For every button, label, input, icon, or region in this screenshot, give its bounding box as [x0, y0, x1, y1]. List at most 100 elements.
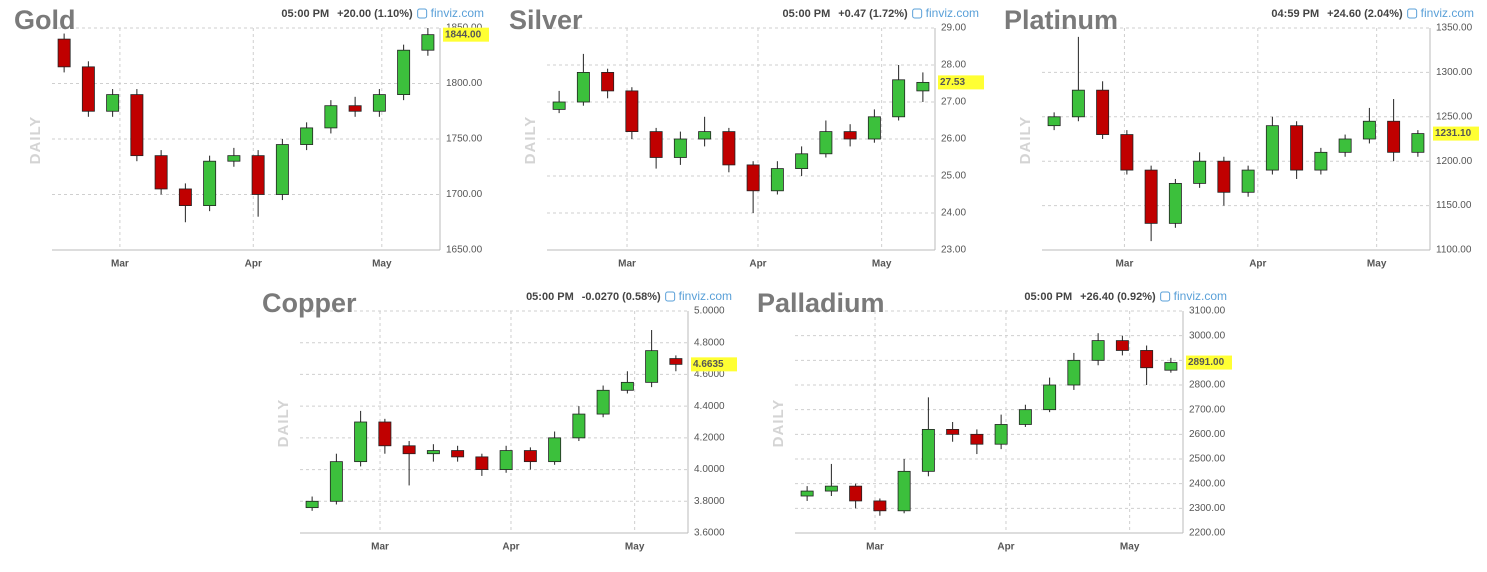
y-tick-label: 4.4000	[694, 401, 725, 412]
x-tick-label: May	[625, 542, 645, 553]
candle-body	[892, 79, 906, 118]
y-tick-label: 1300.00	[1436, 67, 1473, 78]
candle-body	[596, 389, 610, 415]
axis-label: DAILY	[1017, 116, 1034, 165]
x-tick-label: Mar	[866, 542, 884, 553]
x-tick-label: May	[872, 259, 892, 270]
y-tick-label: 1250.00	[1436, 111, 1473, 122]
candle-body	[354, 421, 368, 463]
y-tick-label: 1650.00	[446, 245, 483, 256]
x-tick-label: May	[372, 259, 392, 270]
y-tick-label: 4.8000	[694, 337, 725, 348]
candle-body	[1071, 89, 1085, 118]
chart-title: Copper	[262, 288, 357, 318]
candle-body	[1043, 384, 1057, 411]
x-tick-label: Apr	[1249, 259, 1266, 270]
candle-body	[305, 500, 319, 509]
y-tick-label: 2300.00	[1189, 503, 1226, 514]
y-tick-label: 23.00	[941, 245, 966, 256]
candle-body	[397, 49, 411, 96]
candle-body	[819, 131, 833, 155]
axis-label: DAILY	[770, 399, 787, 448]
x-tick-label: Apr	[502, 542, 519, 553]
candle-body	[669, 358, 683, 365]
y-tick-label: 3.6000	[694, 528, 725, 539]
candle-body	[329, 461, 343, 502]
candle-body	[1120, 134, 1134, 171]
candle-body	[548, 437, 562, 463]
y-tick-label: 1150.00	[1436, 200, 1472, 211]
candle-body	[426, 450, 440, 455]
candle-body	[421, 34, 435, 51]
candle-body	[572, 413, 586, 439]
candle-body	[1067, 359, 1081, 386]
candle-body	[824, 485, 838, 492]
y-tick-label: 3000.00	[1189, 330, 1226, 341]
candle-body	[275, 144, 289, 195]
candle-body	[946, 428, 960, 435]
time: 05:00 PM	[281, 8, 329, 20]
candle-body	[372, 94, 386, 112]
source: finviz.com	[431, 6, 484, 20]
y-tick-label: 1750.00	[446, 134, 483, 145]
y-tick-label: 1100.00	[1436, 245, 1472, 256]
candle-body	[673, 138, 687, 158]
candle-body	[1018, 409, 1032, 425]
candle-body	[873, 500, 887, 512]
y-tick-label: 29.00	[941, 23, 966, 34]
chart-title: Gold	[14, 5, 76, 35]
price-tag	[938, 75, 984, 90]
candle-body	[1411, 133, 1425, 153]
change: +26.40 (0.92%)	[1080, 291, 1156, 303]
candle-body	[576, 72, 590, 103]
candle-body	[1338, 138, 1352, 153]
y-tick-label: 1350.00	[1436, 23, 1473, 34]
y-tick-label: 2200.00	[1189, 528, 1226, 539]
y-tick-label: 25.00	[941, 171, 966, 182]
price-tag	[443, 27, 489, 42]
candle-body	[1387, 120, 1401, 153]
axis-label: DAILY	[27, 116, 44, 165]
y-tick-label: 2400.00	[1189, 478, 1226, 489]
change: +0.47 (1.72%)	[838, 8, 908, 20]
y-tick-label: 2600.00	[1189, 429, 1226, 440]
candle-body	[1140, 350, 1154, 369]
candle-body	[1096, 89, 1110, 135]
y-tick-label: 26.00	[941, 134, 966, 145]
candle-body	[203, 160, 217, 206]
candle-body	[81, 66, 95, 112]
price-chart: DAILY 1100.00 1150.00 1200.00 1250.00 1300.00…	[1004, 5, 1479, 270]
candle-body	[649, 131, 663, 158]
y-tick-label: 2500.00	[1189, 454, 1226, 465]
y-tick-label: 4.2000	[694, 432, 725, 443]
price-tag	[691, 357, 737, 372]
candle-body	[1362, 120, 1376, 140]
candle-body	[499, 450, 513, 470]
candle-body	[1290, 125, 1304, 171]
y-tick-label: 4.0000	[694, 464, 725, 475]
last-price: 1844.00	[445, 29, 482, 40]
change: +20.00 (1.10%)	[337, 8, 413, 20]
candle-body	[324, 105, 338, 129]
y-tick-label: 28.00	[941, 60, 966, 71]
candle-body	[1168, 182, 1182, 224]
candle-body	[994, 424, 1008, 445]
chart-title: Silver	[509, 5, 583, 35]
y-tick-label: 5.0000	[694, 306, 725, 317]
axis-label: DAILY	[275, 399, 292, 448]
candle-body	[451, 450, 465, 458]
source-icon	[1160, 291, 1171, 302]
candle-body	[800, 490, 814, 497]
y-tick-label: 1800.00	[446, 78, 483, 89]
x-tick-label: May	[1120, 542, 1140, 553]
candle-body	[552, 101, 566, 110]
candle-body	[849, 485, 863, 502]
candle-body	[770, 168, 784, 192]
time: 05:00 PM	[1024, 291, 1072, 303]
y-tick-label: 2800.00	[1189, 380, 1226, 391]
y-tick-label: 3100.00	[1189, 306, 1226, 317]
candle-body	[746, 164, 760, 192]
candle-body	[57, 38, 71, 68]
price-chart: DAILY 3.6000 3.8000 4.0000 4.2000 4.4000 4.600…	[262, 288, 737, 553]
